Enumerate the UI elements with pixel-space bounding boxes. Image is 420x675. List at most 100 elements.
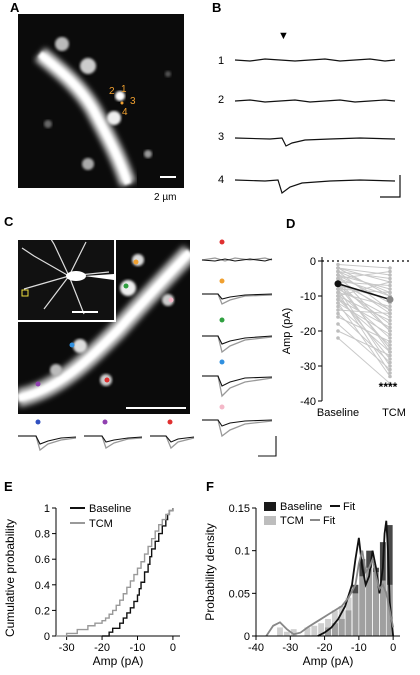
- trace-label-1: 1: [218, 55, 225, 67]
- spine-label-1: 1: [121, 84, 127, 95]
- baseline-point: [336, 301, 340, 305]
- pair-line: [337, 302, 391, 377]
- trace-scale-bar: [380, 175, 401, 198]
- x-axis-label: Amp (pA): [93, 654, 144, 668]
- tcm-point: [388, 339, 392, 344]
- fit-line: [265, 550, 395, 637]
- panel-c-label: C: [4, 214, 14, 229]
- x-category-baseline: Baseline: [317, 407, 359, 419]
- pair-line: [337, 323, 391, 370]
- spine-dot-red: [104, 377, 110, 383]
- trace-label-2: 2: [218, 94, 225, 106]
- y-axis-label: Probability density: [203, 523, 217, 620]
- tcm-point: [388, 346, 392, 351]
- hist-bar-tcm: [359, 576, 366, 636]
- legend-label-fit-2: Fit: [323, 515, 335, 527]
- pair-line: [337, 313, 391, 363]
- tcm-point: [388, 357, 392, 361]
- x-tick-label: 0: [170, 642, 176, 654]
- y-axis-label: Amp (pA): [281, 308, 293, 354]
- x-axis-label: Amp (pA): [303, 654, 354, 668]
- baseline-point: [336, 308, 340, 312]
- pair-line: [337, 330, 391, 356]
- baseline-point: [336, 266, 340, 270]
- tcm-point: [388, 304, 392, 309]
- tcm-point: [388, 374, 392, 379]
- tcm-point: [388, 367, 392, 372]
- baseline-point: [336, 294, 340, 298]
- pair-line: [337, 274, 391, 332]
- panel-a-micrograph: 2 1 3 4: [18, 14, 184, 188]
- hist-bar-tcm: [283, 631, 290, 636]
- cdf-line-tcm: [56, 508, 174, 637]
- spine-dots: [35, 259, 186, 409]
- pair-line: [337, 281, 391, 353]
- panel-c-spine-traces: [201, 239, 277, 457]
- panel-b-label: B: [212, 0, 222, 15]
- trace-2: [234, 99, 396, 103]
- hist-bar-tcm: [304, 627, 311, 636]
- pair-line: [337, 285, 391, 325]
- trace-scale-bar: [258, 436, 277, 457]
- y-tick-label: 0.6: [35, 554, 50, 566]
- legend-swatch-tcm: [264, 516, 276, 525]
- hist-bar-tcm: [277, 627, 283, 636]
- pair-line: [337, 278, 391, 297]
- chart-e: 0 0.2 0.4 0.6 0.8 1 -30 -20 -10 0 Amp (pA) Cumulati…: [3, 503, 180, 668]
- tcm-mean-point: [386, 296, 394, 303]
- spine-label-2: 2: [109, 86, 115, 97]
- baseline-point: [336, 315, 340, 319]
- pair-line: [337, 281, 391, 286]
- y-tick-label: 0.4: [35, 580, 50, 592]
- dendrite-zoom-image: [18, 245, 190, 407]
- baseline-point: [336, 262, 340, 267]
- chart-d: 0 -10 -20 -30 -40 Amp (pA) **** Baseline TCM: [281, 256, 410, 419]
- pair-line: [337, 264, 391, 269]
- tcm-point: [388, 322, 392, 326]
- hist-bar-tcm: [318, 623, 325, 636]
- baseline-point: [336, 322, 340, 326]
- hist-bar-tcm: [311, 625, 318, 636]
- spine-dot-purple: [35, 381, 41, 387]
- hist-bar-tcm: [373, 572, 379, 636]
- pair-line: [337, 316, 391, 342]
- tcm-point: [388, 350, 392, 354]
- tcm-point: [388, 308, 392, 312]
- x-tick-label: -10: [130, 642, 146, 654]
- panel-a-scale-text: 2 µm: [154, 192, 177, 203]
- y-tick-label: 0.15: [229, 503, 250, 515]
- pair-line: [337, 271, 391, 311]
- scale-bar: [160, 176, 176, 178]
- y-tick-label: -20: [300, 326, 316, 338]
- tcm-point: [388, 311, 392, 316]
- panel-d-label: D: [286, 216, 296, 231]
- x-category-tcm: TCM: [382, 407, 406, 419]
- tcm-point: [388, 280, 392, 284]
- spine-label-3: 3: [130, 96, 136, 107]
- hist-bar-tcm: [345, 597, 352, 636]
- panel-e-label: E: [4, 479, 13, 494]
- mean-line: [337, 283, 391, 301]
- legend-label-tcm: TCM: [280, 515, 304, 527]
- baseline-point: [336, 297, 340, 302]
- hist-bar-tcm: [352, 593, 359, 636]
- y-tick-label: -30: [300, 361, 316, 373]
- tcm-point: [388, 266, 392, 270]
- fit-line: [317, 520, 395, 637]
- baseline-point: [336, 273, 340, 277]
- y-tick-label: 0.05: [229, 588, 250, 600]
- y-tick-label: 0.1: [235, 546, 250, 558]
- tcm-point: [388, 353, 392, 358]
- tcm-point: [388, 273, 392, 277]
- trace-1: [234, 58, 396, 62]
- hist-bar-tcm: [325, 618, 331, 636]
- x-tick-label: -20: [317, 642, 333, 654]
- pair-line: [337, 337, 391, 384]
- spine-dot-pink: [168, 297, 174, 303]
- x-tick-label: -30: [282, 642, 298, 654]
- panel-f-label: F: [206, 479, 214, 494]
- baseline-mean-point: [334, 280, 342, 288]
- pair-line: [337, 267, 391, 297]
- significance-label: ****: [379, 380, 398, 394]
- stimulus-marker-icon: ▼: [278, 30, 289, 42]
